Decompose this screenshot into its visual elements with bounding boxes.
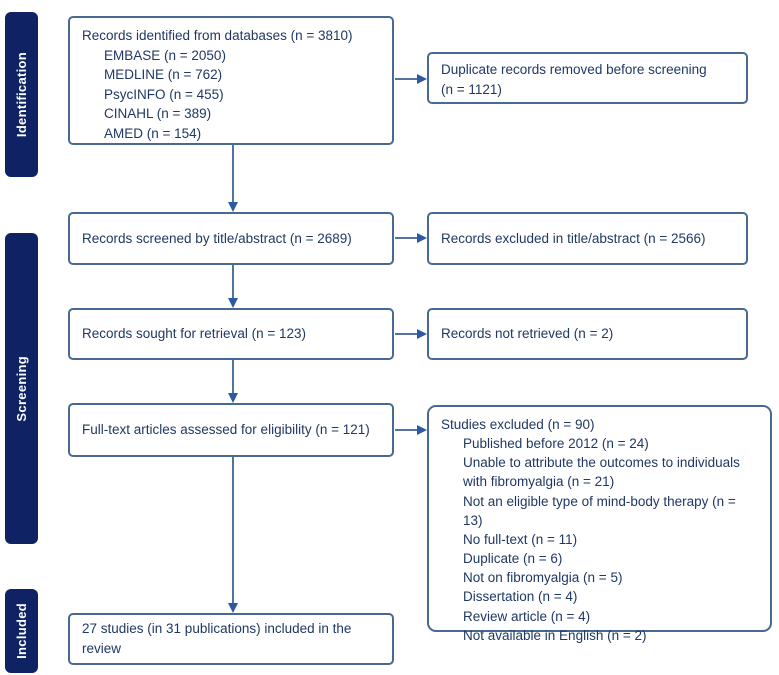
stage-bar-screening: Screening bbox=[5, 233, 38, 544]
box-duplicates-removed: Duplicate records removed before screeni… bbox=[427, 52, 748, 104]
studies-excluded-title: Studies excluded (n = 90) bbox=[441, 417, 595, 432]
box-records-identified: Records identified from databases (n = 3… bbox=[68, 16, 394, 145]
arrow-sought-to-fulltext-head bbox=[228, 393, 238, 403]
arrow-screened-to-sought-line bbox=[232, 265, 234, 299]
exclusion-reason-unable-to-attribute: Unable to attribute the outcomes to indi… bbox=[463, 455, 740, 490]
exclusion-reason-not-fibromyalgia: Not on fibromyalgia (n = 5) bbox=[463, 570, 623, 586]
arrow-identified-to-screened-line bbox=[232, 145, 234, 203]
exclusion-reason-not-english: Not available in English (n = 2) bbox=[463, 627, 647, 643]
fulltext-assessed-text: Full-text articles assessed for eligibil… bbox=[82, 422, 370, 438]
database-count-amed: AMED (n = 154) bbox=[104, 125, 202, 141]
box-studies-excluded: Studies excluded (n = 90) Published befo… bbox=[427, 405, 772, 643]
arrow-screened-to-sought-head bbox=[228, 298, 238, 308]
arrow-identified-to-screened-head bbox=[228, 202, 238, 212]
arrow-fulltext-to-excluded-head bbox=[417, 425, 427, 435]
exclusion-reason-duplicate: Duplicate (n = 6) bbox=[463, 551, 563, 567]
arrow-sought-to-notretrieved-head bbox=[417, 329, 427, 339]
stage-label-screening: Screening bbox=[14, 355, 29, 422]
records-excluded-text: Records excluded in title/abstract (n = … bbox=[441, 230, 706, 246]
exclusion-reason-not-eligible-therapy: Not an eligible type of mind-body therap… bbox=[463, 493, 736, 528]
arrow-identified-to-duplicates-head bbox=[417, 74, 427, 84]
stage-label-identification: Identification bbox=[14, 51, 29, 138]
arrow-sought-to-fulltext-line bbox=[232, 360, 234, 394]
database-count-psycinfo: PsycINFO (n = 455) bbox=[104, 86, 224, 102]
exclusion-reason-no-fulltext: No full-text (n = 11) bbox=[463, 531, 578, 547]
stage-label-included: Included bbox=[14, 603, 29, 659]
box-fulltext-assessed: Full-text articles assessed for eligibil… bbox=[68, 403, 394, 457]
arrow-identified-to-duplicates-line bbox=[395, 78, 417, 80]
box-records-sought: Records sought for retrieval (n = 123) bbox=[68, 308, 394, 360]
duplicates-removed-line2: (n = 1121) bbox=[441, 81, 502, 97]
box-records-not-retrieved: Records not retrieved (n = 2) bbox=[427, 308, 748, 360]
exclusion-reason-published-before-2012: Published before 2012 (n = 24) bbox=[463, 436, 649, 452]
arrow-screened-to-excluded-line bbox=[395, 237, 417, 239]
database-count-cinahl: CINAHL (n = 389) bbox=[104, 106, 212, 122]
database-count-medline: MEDLINE (n = 762) bbox=[104, 67, 223, 83]
records-sought-text: Records sought for retrieval (n = 123) bbox=[82, 326, 306, 342]
records-identified-title: Records identified from databases (n = 3… bbox=[82, 28, 353, 43]
stage-bar-included: Included bbox=[5, 589, 38, 673]
database-count-embase: EMBASE (n = 2050) bbox=[104, 47, 226, 63]
arrow-fulltext-to-included-head bbox=[228, 603, 238, 613]
box-records-excluded-title-abstract: Records excluded in title/abstract (n = … bbox=[427, 212, 748, 265]
exclusion-reason-dissertation: Dissertation (n = 4) bbox=[463, 589, 578, 605]
arrow-sought-to-notretrieved-line bbox=[395, 333, 417, 335]
stage-bar-identification: Identification bbox=[5, 12, 38, 177]
exclusion-reason-review-article: Review article (n = 4) bbox=[463, 608, 591, 624]
arrow-screened-to-excluded-head bbox=[417, 233, 427, 243]
records-not-retrieved-text: Records not retrieved (n = 2) bbox=[441, 326, 614, 342]
duplicates-removed-line1: Duplicate records removed before screeni… bbox=[441, 62, 707, 77]
records-screened-text: Records screened by title/abstract (n = … bbox=[82, 230, 352, 246]
box-studies-included: 27 studies (in 31 publications) included… bbox=[68, 613, 394, 665]
arrow-fulltext-to-included-line bbox=[232, 457, 234, 604]
arrow-fulltext-to-excluded-line bbox=[395, 429, 417, 431]
box-records-screened: Records screened by title/abstract (n = … bbox=[68, 212, 394, 265]
studies-included-text: 27 studies (in 31 publications) included… bbox=[82, 621, 352, 656]
